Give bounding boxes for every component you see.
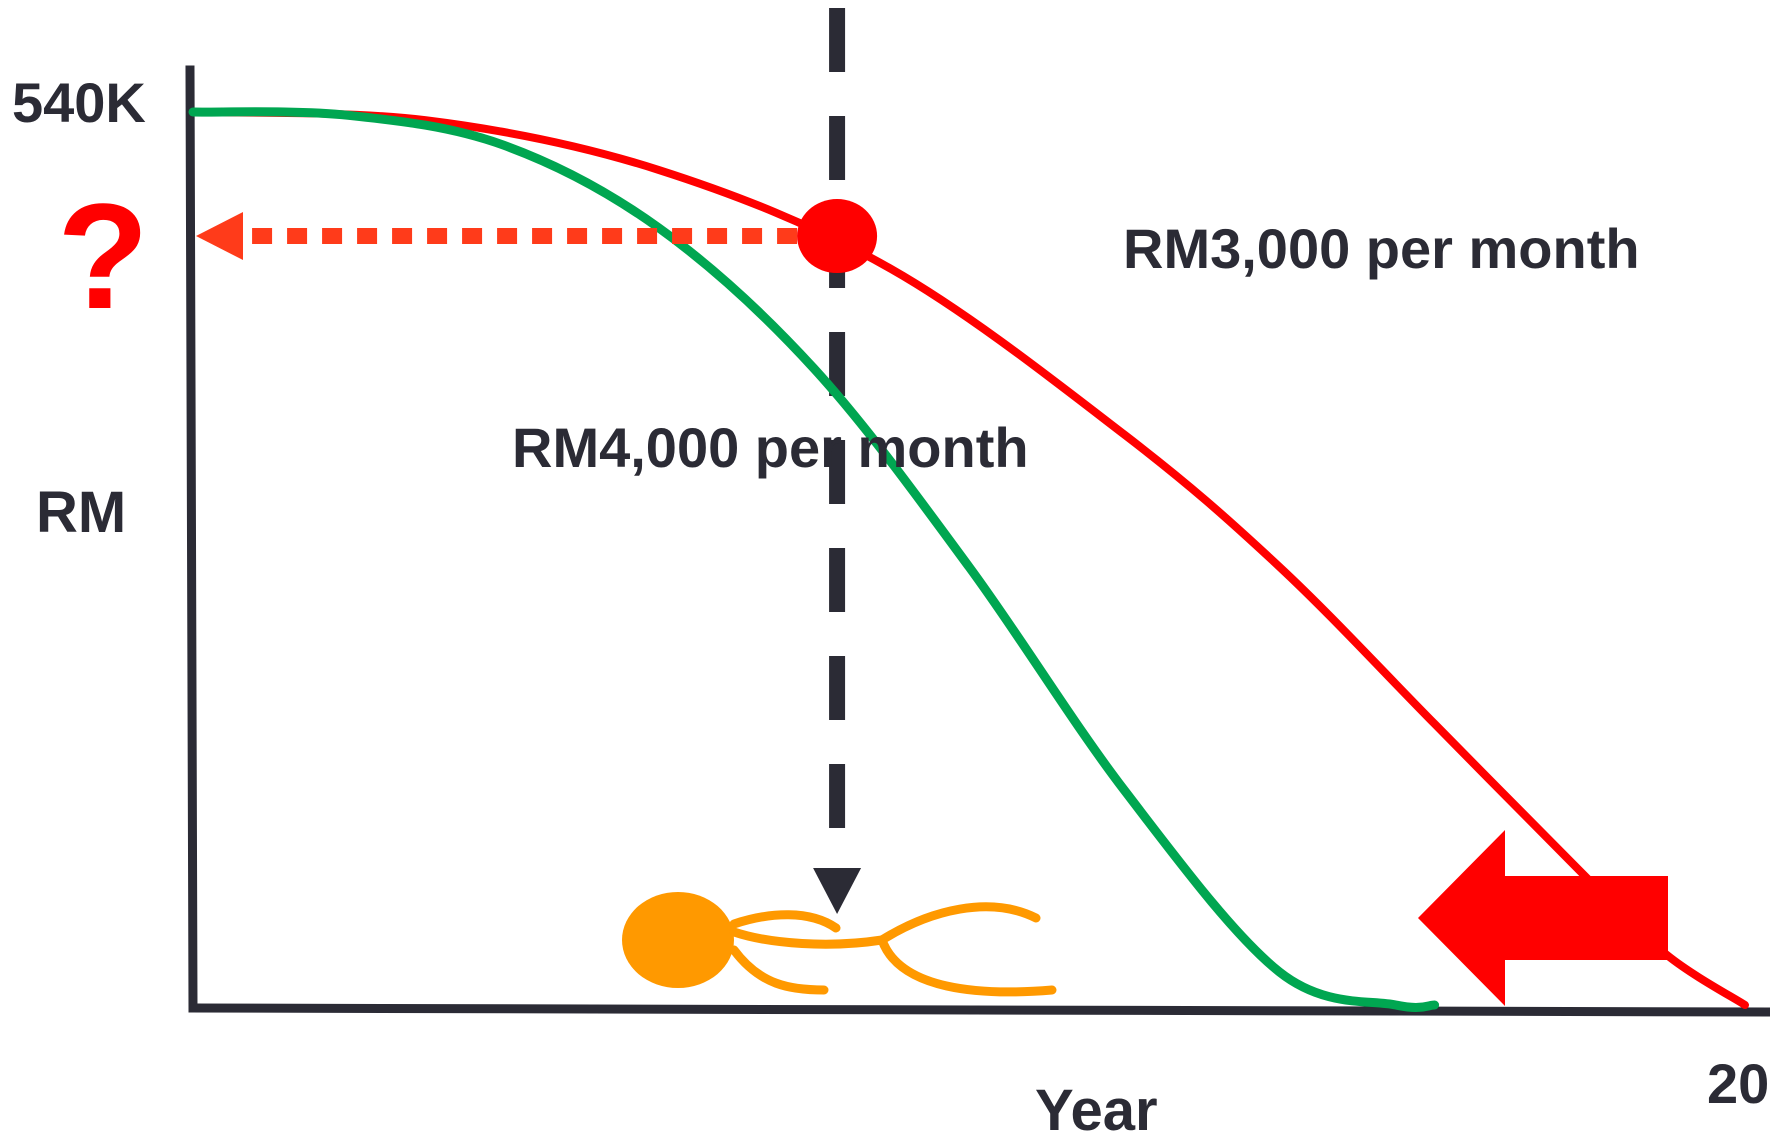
left-arrow-icon	[1418, 830, 1668, 1006]
series-label-rm4000: RM4,000 per month	[512, 416, 1029, 479]
x-tick-label: 20	[1707, 1052, 1769, 1115]
question-mark: ?	[57, 172, 149, 340]
y-tick-label: 540K	[12, 71, 146, 134]
x-axis-label: Year	[1035, 1078, 1158, 1139]
series-label-rm3000: RM3,000 per month	[1123, 217, 1640, 280]
intersection-marker	[797, 199, 878, 274]
x-axis	[188, 1003, 1770, 1017]
y-axis	[185, 65, 198, 1013]
left-arrow-head	[196, 212, 243, 261]
down-arrow-icon	[813, 868, 862, 914]
series-line-rm4000	[188, 107, 1440, 1012]
lying-person-icon	[622, 892, 1057, 997]
y-axis-label: RM	[36, 480, 126, 545]
